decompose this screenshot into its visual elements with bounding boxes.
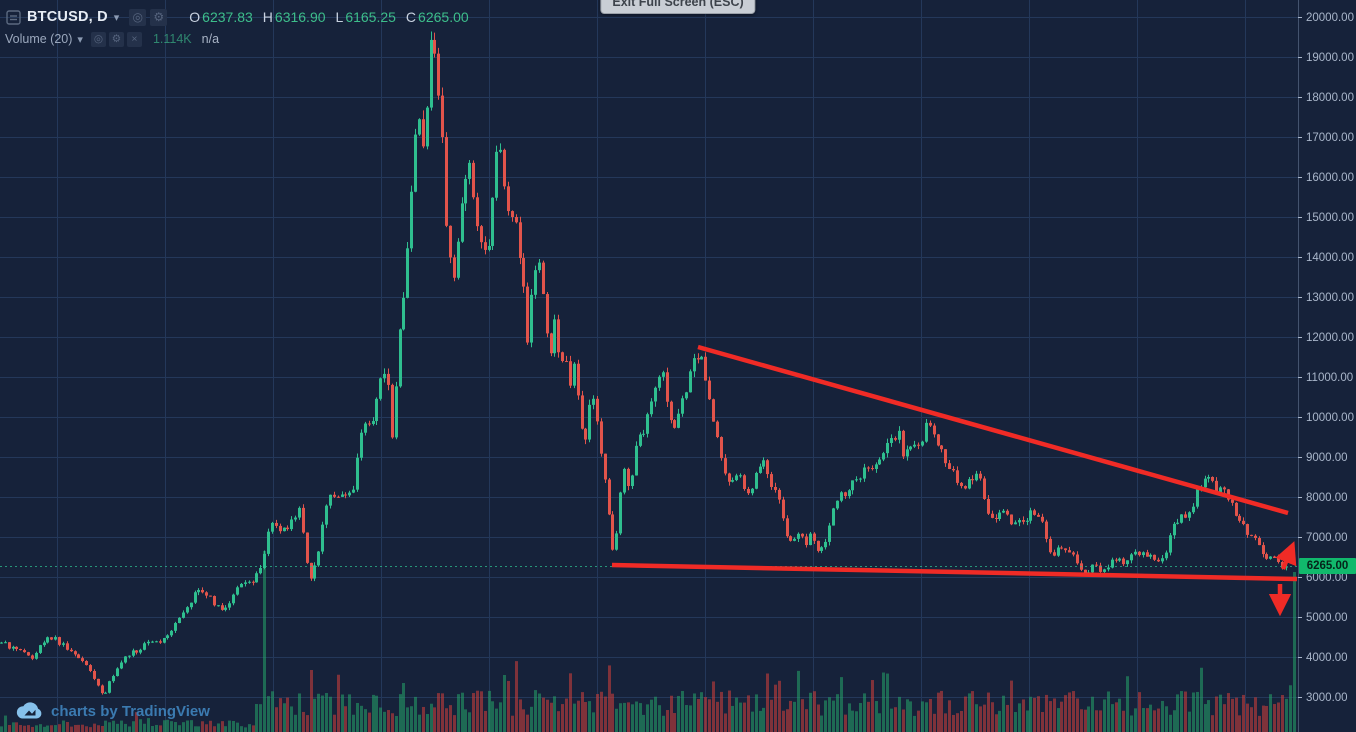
layout-menu-icon[interactable] [5,9,21,25]
indicator-dropdown-caret-icon[interactable]: ▾ [77,33,83,46]
tradingview-attribution[interactable]: charts by TradingView [14,701,210,721]
ohlc-key-H: H [262,9,273,25]
candles [0,31,1288,695]
ohlc-key-O: O [189,9,201,25]
ohlc-values: O 6237.83 H 6316.90 L 6165.25 C 6265.00 [179,9,468,25]
svg-text:10000.00: 10000.00 [1306,412,1354,424]
price-axis: 20000.00 19000.00 18000.00 17000.00 16000.00… [1298,0,1354,732]
symbol-gear-icon[interactable]: ⚙ [150,8,168,26]
last-price-badge: 6265.00 [1299,558,1356,574]
indicator-label[interactable]: Volume (20) [5,32,73,46]
svg-text:20000.00: 20000.00 [1306,12,1354,24]
svg-text:16000.00: 16000.00 [1306,172,1354,184]
svg-text:5000.00: 5000.00 [1306,612,1348,624]
svg-text:9000.00: 9000.00 [1306,452,1348,464]
volume-bars [0,551,1296,732]
indicator-close-icon[interactable]: × [126,31,142,47]
svg-text:18000.00: 18000.00 [1306,92,1354,104]
chart-legend: BTCUSD, D ▾ ◎ ⚙ O 6237.83 H 6316.90 L 6165.25… [5,6,469,50]
svg-text:3000.00: 3000.00 [1306,692,1348,704]
ohlc-key-L: L [335,9,344,25]
ohlc-value-L: 6165.25 [345,9,396,25]
svg-text:17000.00: 17000.00 [1306,132,1354,144]
svg-text:15000.00: 15000.00 [1306,212,1354,224]
svg-text:12000.00: 12000.00 [1306,332,1354,344]
svg-text:19000.00: 19000.00 [1306,52,1354,64]
lower-support-trendline [611,562,1298,582]
attribution-text: charts by TradingView [51,702,210,720]
svg-text:11000.00: 11000.00 [1306,372,1353,384]
symbol-title[interactable]: BTCUSD, D [27,9,108,25]
tradingview-logo-icon [14,701,43,721]
symbol-dropdown-caret-icon[interactable]: ▾ [113,11,120,24]
indicator-row: Volume (20) ▾ ◎ ⚙ × 1.114K n/a [5,28,469,50]
svg-text:4000.00: 4000.00 [1306,652,1348,664]
indicator-extra-value: n/a [201,32,220,46]
ohlc-key-C: C [405,9,417,25]
trend-annotations [611,344,1298,617]
ohlc-value-C: 6265.00 [418,9,469,25]
svg-text:13000.00: 13000.00 [1306,292,1354,304]
indicator-value: 1.114K [152,32,192,46]
svg-text:8000.00: 8000.00 [1306,492,1348,504]
ohlc-value-H: 6316.90 [274,9,326,25]
indicator-gear-icon[interactable]: ⚙ [108,31,124,47]
upper-descending-trendline [697,344,1289,516]
svg-text:7000.00: 7000.00 [1306,532,1348,544]
breakout-up-arrow [1275,541,1297,570]
indicator-eye-icon[interactable]: ◎ [90,31,106,47]
ohlc-value-O: 6237.83 [202,9,253,25]
svg-text:14000.00: 14000.00 [1306,252,1354,264]
svg-text:6000.00: 6000.00 [1306,572,1348,584]
symbol-eye-icon[interactable]: ◎ [129,8,147,26]
symbol-row: BTCUSD, D ▾ ◎ ⚙ O 6237.83 H 6316.90 L 6165.25… [5,6,469,28]
exit-fullscreen-tooltip[interactable]: Exit Full Screen (ESC) [600,0,756,14]
